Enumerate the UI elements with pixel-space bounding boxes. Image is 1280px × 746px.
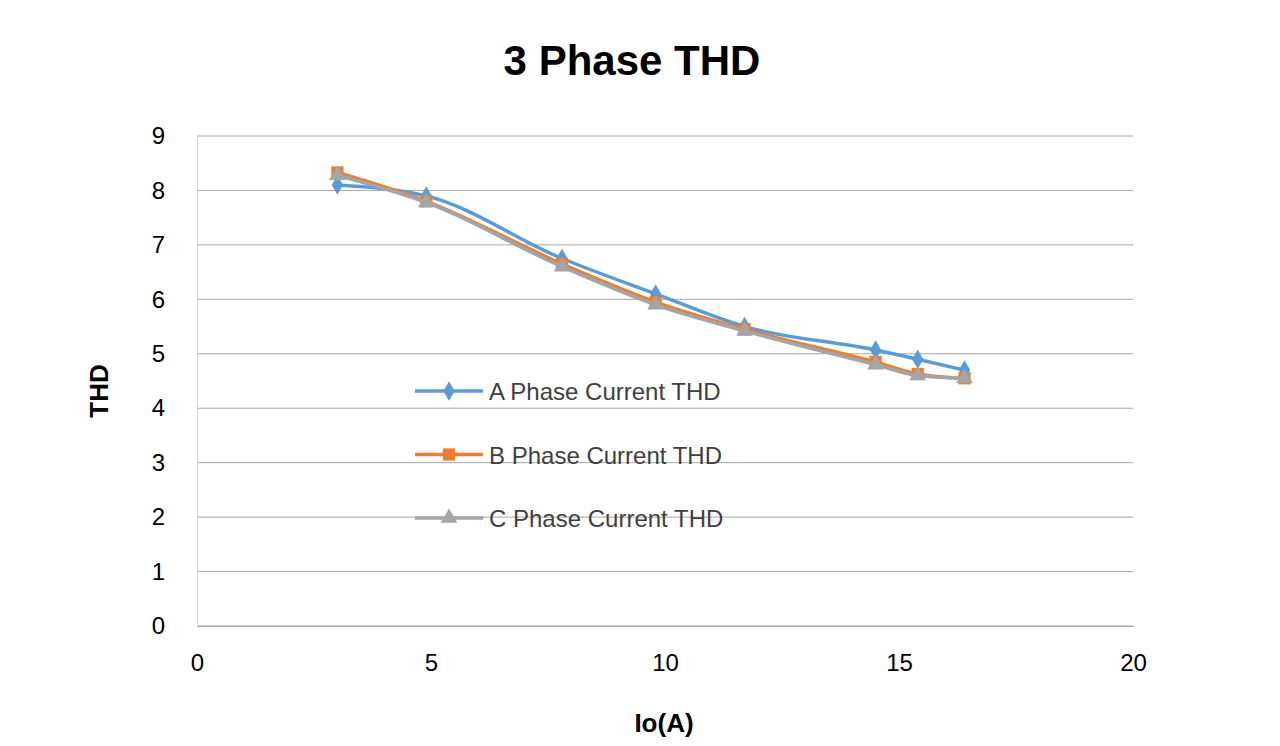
y-tick: 1 bbox=[152, 558, 197, 585]
x-tick-label: 5 bbox=[425, 649, 438, 676]
series-marker bbox=[956, 369, 973, 383]
x-tick-label: 20 bbox=[1120, 649, 1147, 676]
x-axis-title: Io(A) bbox=[634, 708, 693, 738]
y-axis-line bbox=[197, 137, 198, 627]
x-tick: 20 bbox=[1120, 626, 1147, 676]
y-tick: 3 bbox=[152, 449, 197, 476]
series-line bbox=[337, 185, 964, 370]
x-tick-label: 10 bbox=[652, 649, 679, 676]
series-line bbox=[337, 175, 964, 378]
y-axis-title: THD bbox=[84, 364, 114, 417]
grid-line bbox=[197, 571, 1133, 572]
y-tick-label: 5 bbox=[152, 340, 165, 367]
legend-item: A Phase Current THD bbox=[415, 378, 721, 405]
legend-swatch-marker bbox=[443, 448, 455, 460]
x-axis: 0 5 10 15 20 bbox=[191, 626, 1147, 676]
grid-line bbox=[197, 408, 1133, 409]
series-marker bbox=[329, 166, 346, 180]
y-axis: 0 1 2 3 4 5 6 7 8 9 bbox=[152, 122, 198, 639]
legend: A Phase Current THD B Phase Current THD C … bbox=[415, 378, 723, 532]
series-marker bbox=[554, 257, 571, 271]
grid-line bbox=[197, 353, 1133, 354]
y-tick: 6 bbox=[152, 286, 197, 313]
series-marker bbox=[909, 366, 926, 380]
y-tick: 8 bbox=[152, 177, 197, 204]
y-tick: 0 bbox=[152, 612, 197, 639]
x-tick: 0 bbox=[191, 626, 204, 676]
y-tick-label: 9 bbox=[152, 122, 165, 149]
x-tick-label: 15 bbox=[886, 649, 913, 676]
x-tick: 5 bbox=[425, 626, 438, 676]
y-tick-label: 7 bbox=[152, 231, 165, 258]
y-tick-label: 0 bbox=[152, 612, 165, 639]
legend-item: C Phase Current THD bbox=[415, 505, 723, 532]
x-tick: 15 bbox=[886, 626, 913, 676]
legend-label: A Phase Current THD bbox=[489, 378, 721, 405]
series-marker bbox=[647, 295, 664, 309]
legend-swatch-marker bbox=[443, 381, 454, 401]
legend-label: B Phase Current THD bbox=[489, 442, 722, 469]
title: 3 Phase THD bbox=[504, 37, 761, 84]
x-axis-line bbox=[198, 626, 1134, 627]
series-line bbox=[337, 172, 964, 378]
y-tick: 7 bbox=[152, 231, 197, 258]
series-marker bbox=[736, 321, 753, 335]
series-marker bbox=[867, 355, 884, 369]
legend-label: C Phase Current THD bbox=[489, 505, 723, 532]
chart: 3 Phase THD 0 5 10 15 20 0 1 2 3 4 5 6 7 8 9 Io(A) THD A P… bbox=[0, 0, 1280, 746]
plot-area bbox=[329, 166, 973, 385]
y-tick-label: 1 bbox=[152, 558, 165, 585]
y-tick: 4 bbox=[152, 394, 197, 421]
series-marker bbox=[418, 193, 435, 207]
grid bbox=[197, 136, 1133, 626]
y-tick-label: 3 bbox=[152, 449, 165, 476]
grid-line bbox=[197, 626, 1133, 627]
x-tick-label: 0 bbox=[191, 649, 204, 676]
grid-line bbox=[197, 244, 1133, 245]
y-tick-label: 2 bbox=[152, 503, 165, 530]
y-tick: 2 bbox=[152, 503, 197, 530]
y-tick: 9 bbox=[152, 122, 197, 149]
y-tick-label: 8 bbox=[152, 177, 165, 204]
legend-swatch-marker bbox=[441, 508, 458, 522]
grid-line bbox=[197, 136, 1133, 137]
y-tick-label: 4 bbox=[152, 394, 165, 421]
y-tick-label: 6 bbox=[152, 286, 165, 313]
legend-item: B Phase Current THD bbox=[415, 442, 722, 469]
x-tick: 10 bbox=[652, 626, 679, 676]
y-tick: 5 bbox=[152, 340, 197, 367]
